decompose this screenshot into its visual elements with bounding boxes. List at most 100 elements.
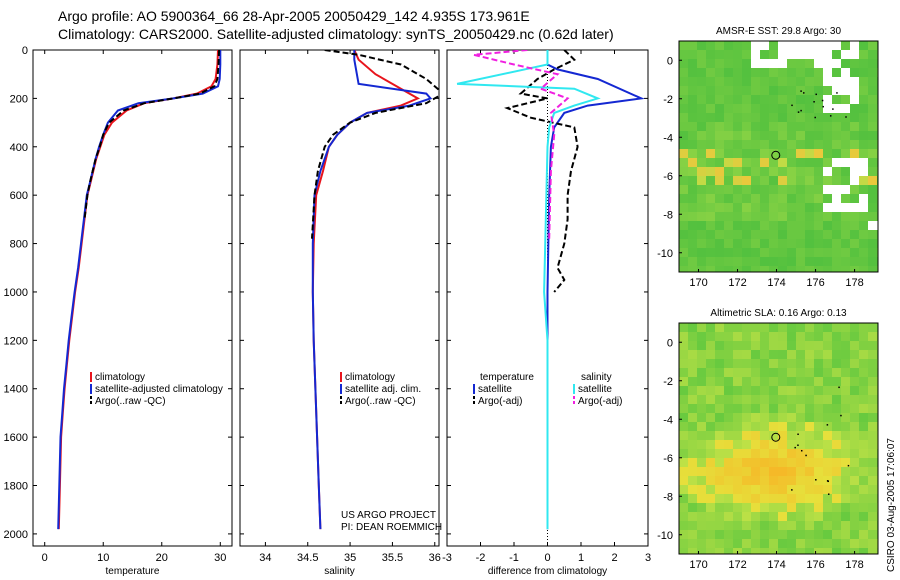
- sst-cell: [697, 59, 707, 69]
- sst-cell: [733, 59, 743, 69]
- sst-cell: [760, 41, 770, 51]
- sst-cell: [697, 140, 707, 150]
- sla-cell: [769, 359, 779, 369]
- sla-map: 170 172 174 176 178 0 -2 -4 -6 -8 -10 Altimetric SL…: [657, 308, 879, 571]
- sst-cell: [679, 149, 689, 159]
- sst-cells: [679, 41, 878, 272]
- sla-cell: [778, 368, 788, 378]
- sst-cell: [823, 41, 833, 51]
- sst-cell: [760, 50, 770, 60]
- sla-cell: [814, 350, 824, 360]
- sla-cell: [751, 530, 761, 540]
- sla-cell: [805, 431, 815, 441]
- sla-cell: [697, 548, 707, 554]
- sla-cell: [859, 548, 869, 554]
- sla-cell: [679, 404, 689, 414]
- sst-cell: [850, 122, 860, 132]
- sst-cell: [733, 248, 743, 258]
- sst-cell: [769, 194, 779, 204]
- sla-cell: [697, 467, 707, 477]
- sst-cell: [850, 158, 860, 168]
- sla-cell: [832, 368, 842, 378]
- temp-legend-label: satellite-adjusted climatology: [95, 384, 223, 395]
- sst-cell: [859, 149, 869, 159]
- sst-cell: [697, 113, 707, 123]
- sst-cell: [742, 41, 752, 51]
- sst-cell: [823, 50, 833, 60]
- sst-cell: [769, 95, 779, 105]
- sst-cell: [841, 77, 851, 87]
- sla-cell: [715, 395, 725, 405]
- sst-cell: [787, 95, 797, 105]
- sla-cell: [805, 449, 815, 459]
- sla-cell: [859, 377, 869, 387]
- sst-coast-dot: [791, 104, 793, 107]
- sla-cell: [688, 377, 698, 387]
- sla-cell: [697, 512, 707, 522]
- sst-cell: [751, 113, 761, 123]
- sla-cell: [805, 332, 815, 342]
- sst-cell: [796, 248, 806, 258]
- sst-cell: [796, 77, 806, 87]
- sst-cell: [778, 176, 788, 186]
- sst-cell: [778, 221, 788, 231]
- sst-cell: [850, 185, 860, 195]
- sst-coast-dot: [821, 99, 824, 102]
- sla-cell: [715, 359, 725, 369]
- sst-cell: [868, 266, 878, 272]
- sst-cell: [814, 140, 824, 150]
- sst-cell: [850, 230, 860, 240]
- sst-cell: [859, 41, 869, 51]
- sst-cell: [742, 131, 752, 141]
- sla-cell: [787, 521, 797, 531]
- sst-cell: [832, 257, 842, 267]
- sst-cell: [814, 230, 824, 240]
- sst-cell: [868, 59, 878, 69]
- temp-xtick-label: 0: [42, 552, 48, 564]
- sla-cell: [688, 395, 698, 405]
- sst-cell: [778, 266, 788, 272]
- sst-cell: [742, 104, 752, 114]
- temp-ytick-label: 2000: [4, 529, 28, 541]
- sst-cell: [832, 176, 842, 186]
- sst-cell: [868, 140, 878, 150]
- sla-cell: [814, 449, 824, 459]
- sst-cell: [805, 266, 815, 272]
- sla-cell: [742, 350, 752, 360]
- sla-cell: [841, 512, 851, 522]
- sst-cell: [751, 185, 761, 195]
- sst-cell: [814, 203, 824, 213]
- sst-cell: [760, 239, 770, 249]
- sla-cell: [688, 476, 698, 486]
- sla-cell: [787, 458, 797, 468]
- sla-cell: [706, 431, 716, 441]
- sst-cell: [769, 59, 779, 69]
- sla-cell: [805, 359, 815, 369]
- sst-cell: [823, 257, 833, 267]
- sla-cell: [778, 413, 788, 423]
- sst-coast-dot: [836, 92, 838, 94]
- sla-cell: [832, 341, 842, 351]
- sla-cell: [724, 494, 734, 504]
- sla-cell: [823, 377, 833, 387]
- sla-cell: [841, 323, 851, 333]
- sla-cell: [679, 548, 689, 554]
- sst-cell: [868, 104, 878, 114]
- sla-cell: [715, 413, 725, 423]
- sst-cell: [679, 185, 689, 195]
- sst-cell: [823, 212, 833, 222]
- sla-cell: [823, 395, 833, 405]
- sla-cell: [814, 404, 824, 414]
- sst-cell: [733, 203, 743, 213]
- sst-cell: [841, 257, 851, 267]
- sst-cell: [832, 77, 842, 87]
- sla-cell: [859, 458, 869, 468]
- sla-cell: [751, 377, 761, 387]
- sst-cell: [724, 50, 734, 60]
- sst-cell: [796, 167, 806, 177]
- sla-cell: [706, 404, 716, 414]
- sla-cell: [841, 458, 851, 468]
- sla-cell: [742, 503, 752, 513]
- sst-cell: [805, 203, 815, 213]
- sla-cell: [697, 386, 707, 396]
